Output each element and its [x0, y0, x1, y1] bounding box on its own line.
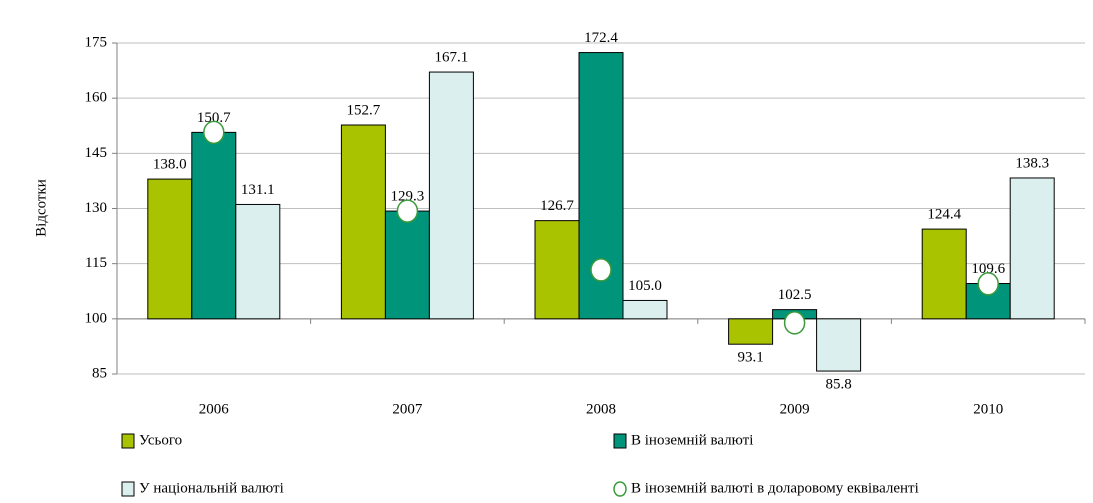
marker: [977, 272, 999, 296]
bar: [816, 318, 862, 372]
bar: [235, 203, 281, 320]
bar: [921, 228, 967, 320]
legend-label: У національній валюті: [139, 480, 284, 496]
data-label: 152.7: [347, 102, 381, 118]
y-tick-label: 130: [85, 200, 108, 216]
bar: [728, 318, 774, 345]
data-label: 150.7: [197, 110, 231, 126]
marker: [396, 199, 419, 223]
marker: [783, 311, 806, 335]
data-label: 131.1: [241, 182, 275, 198]
bar: [534, 220, 580, 320]
y-tick-label: 175: [85, 34, 108, 50]
bar: [191, 131, 237, 320]
data-label: 167.1: [435, 49, 469, 65]
bar: [622, 299, 668, 320]
data-label: 172.4: [584, 30, 618, 46]
y-tick-label: 85: [92, 365, 107, 381]
y-tick-label: 100: [85, 310, 108, 326]
y-axis-label: Відсотки: [33, 179, 49, 237]
bar: [1009, 177, 1055, 320]
bar: [384, 210, 430, 320]
x-tick-label: 2007: [392, 401, 423, 417]
data-label: 129.3: [391, 189, 425, 205]
y-tick-label: 145: [85, 145, 108, 161]
data-label: 93.1: [737, 350, 763, 366]
data-label: 124.4: [927, 207, 961, 223]
data-label: 109.6: [971, 261, 1005, 277]
data-label: 138.0: [153, 157, 187, 173]
legend-marker: [613, 481, 627, 497]
data-label: 102.5: [778, 287, 812, 303]
marker: [203, 120, 225, 145]
y-tick-label: 115: [85, 255, 107, 271]
marker: [590, 258, 612, 282]
legend-swatch: [613, 433, 627, 449]
bar: [340, 124, 386, 320]
legend-swatch: [121, 433, 135, 449]
x-tick-label: 2008: [586, 401, 616, 417]
legend-label: В іноземній валюті: [631, 432, 753, 448]
x-tick-label: 2009: [780, 401, 810, 417]
data-label: 126.7: [540, 198, 574, 214]
data-label: 138.3: [1015, 155, 1049, 171]
bar: [428, 71, 474, 320]
legend-label: Усього: [139, 432, 182, 448]
x-tick-label: 2006: [199, 401, 230, 417]
y-tick-label: 160: [85, 90, 108, 106]
x-tick-label: 2010: [973, 401, 1003, 417]
data-label: 105.0: [628, 278, 662, 294]
legend-swatch: [121, 481, 135, 497]
legend-label: В іноземній валюті в доларовому еквівале…: [631, 480, 919, 496]
bar: [147, 178, 193, 320]
data-label: 85.8: [825, 376, 851, 392]
